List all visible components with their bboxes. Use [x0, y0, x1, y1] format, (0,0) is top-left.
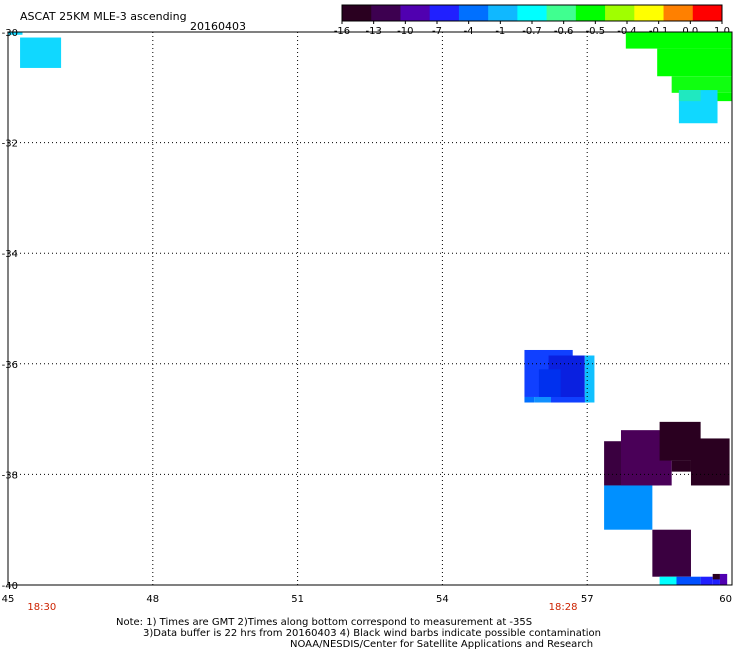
time-labels: 18:30 18:28	[27, 602, 577, 613]
colorbar-swatch	[546, 5, 577, 21]
y-tick-label: -38	[2, 470, 18, 481]
colorbar-swatch	[663, 5, 694, 21]
data-cell	[20, 37, 62, 68]
data-cell	[538, 369, 561, 397]
colorbar-swatch	[517, 5, 548, 21]
data-cell	[551, 396, 585, 403]
data-cell	[8, 32, 23, 35]
colorbar-swatch	[634, 5, 665, 21]
x-tick-label: 60	[719, 594, 732, 605]
x-tick-label: 57	[581, 594, 594, 605]
data-cell	[676, 576, 701, 585]
data-cell	[625, 32, 732, 49]
data-cell	[671, 460, 691, 472]
plot-frame	[7, 31, 733, 586]
colorbar-swatch	[575, 5, 606, 21]
data-cell	[534, 396, 551, 403]
colorbar-swatch	[371, 5, 401, 21]
x-tick-label: 51	[291, 594, 304, 605]
colorbar-swatch	[458, 5, 489, 21]
note-line-1: Note: 1) Times are GMT 2)Times along bot…	[116, 617, 532, 628]
axis-ticks: 45 48 51 54 57 60 -30 -32 -34 -36 -38 -40	[2, 28, 732, 605]
data-cell	[524, 396, 535, 403]
grid-lines	[8, 32, 732, 585]
time-label: 18:30	[27, 602, 56, 613]
y-tick-label: -32	[2, 139, 18, 150]
colorbar-swatch	[605, 5, 635, 21]
note-line-3: NOAA/NESDIS/Center for Satellite Applica…	[290, 639, 593, 650]
data-cell	[652, 529, 691, 577]
data-cell	[712, 579, 720, 585]
y-tick-label: -40	[2, 581, 18, 592]
data-cell	[712, 573, 720, 580]
note-line-2: 3)Data buffer is 22 hrs from 20160403 4)…	[143, 628, 601, 639]
data-cell	[657, 48, 732, 77]
colorbar-swatch	[342, 5, 372, 21]
data-cell	[678, 90, 701, 102]
data-cell	[584, 355, 595, 403]
data-cell	[659, 576, 677, 585]
y-tick-label: -30	[2, 28, 18, 39]
x-tick-label: 54	[436, 594, 449, 605]
x-tick-label: 45	[2, 594, 15, 605]
time-label: 18:28	[549, 602, 578, 613]
chart-title: ASCAT 25KM MLE-3 ascending	[20, 10, 187, 23]
colorbar-swatch	[400, 5, 431, 21]
chart-date: 20160403	[190, 20, 246, 33]
colorbar-swatch	[692, 5, 723, 21]
data-cell	[700, 576, 713, 585]
data-cell	[719, 573, 728, 585]
data-cell	[604, 485, 653, 530]
colorbar-swatch	[488, 5, 518, 21]
y-tick-label: -34	[2, 249, 18, 260]
x-tick-label: 48	[146, 594, 159, 605]
data-cell	[690, 438, 730, 486]
data-cells	[8, 32, 732, 585]
colorbar-swatch	[429, 5, 460, 21]
y-tick-label: -36	[2, 360, 18, 371]
data-cell	[671, 76, 732, 93]
